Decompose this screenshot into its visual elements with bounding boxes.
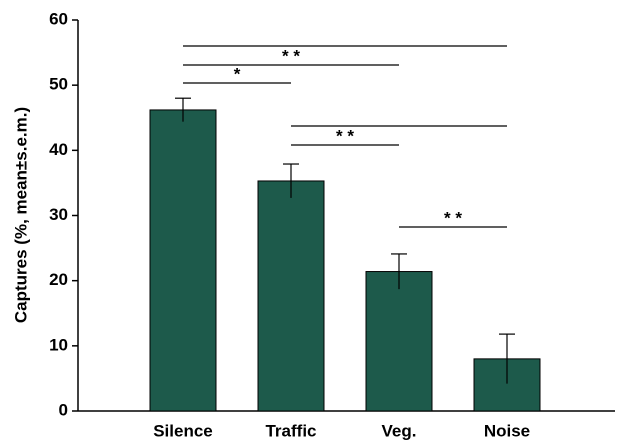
significance-label: * * bbox=[444, 208, 462, 227]
y-axis-label: Captures (%, mean±s.e.m.) bbox=[11, 107, 30, 323]
y-tick-label: 20 bbox=[49, 270, 68, 289]
y-tick-label: 60 bbox=[49, 9, 68, 28]
significance-label: * * bbox=[282, 46, 300, 65]
y-tick-label: 50 bbox=[49, 75, 68, 94]
y-tick-label: 40 bbox=[49, 140, 68, 159]
y-tick-label: 30 bbox=[49, 205, 68, 224]
bar bbox=[257, 180, 325, 412]
x-tick-label: Traffic bbox=[265, 421, 316, 440]
significance-label: * * bbox=[336, 126, 354, 145]
x-tick-label: Silence bbox=[153, 421, 213, 440]
y-tick-label: 10 bbox=[49, 335, 68, 354]
bar bbox=[365, 271, 433, 412]
y-tick-label: 0 bbox=[59, 400, 68, 419]
x-tick-label: Noise bbox=[484, 421, 530, 440]
significance-label: * bbox=[234, 64, 241, 83]
bar bbox=[149, 109, 217, 412]
x-tick-label: Veg. bbox=[382, 421, 417, 440]
